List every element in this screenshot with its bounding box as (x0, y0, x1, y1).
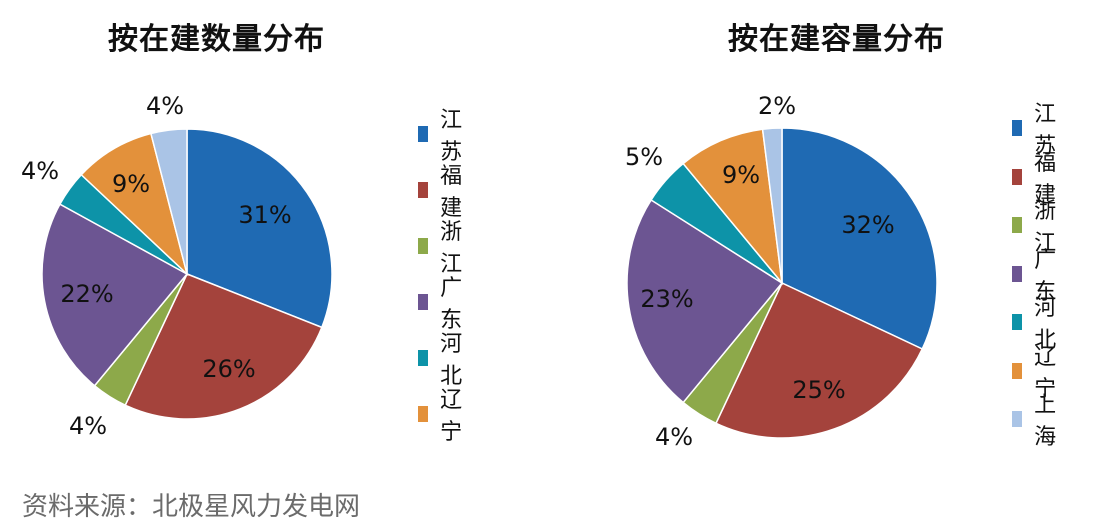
legend-swatch (1012, 362, 1023, 379)
legend-label: 辽宁 (440, 388, 463, 445)
legend-swatch (418, 350, 429, 366)
legend-label: 辽宁 (1034, 344, 1057, 402)
pie-slice-0-3 (41, 203, 189, 387)
data-label-1-5: 9% (722, 161, 760, 189)
pie-slice-0-5 (80, 132, 189, 277)
legend-label: 上海 (1034, 393, 1057, 450)
data-label-0-5: 9% (112, 170, 150, 198)
data-label-1-1: 25% (792, 376, 845, 404)
data-label-0-2: 4% (69, 412, 107, 440)
legend-label: 江苏 (440, 108, 463, 165)
data-label-0-0: 31% (238, 201, 291, 229)
legend-label: 福建 (1034, 150, 1057, 208)
legend-item: 河北 (418, 332, 468, 389)
data-label-0-6: 4% (146, 92, 184, 120)
legend-item: 浙江 (418, 220, 468, 277)
legend-swatch (418, 182, 429, 198)
pie-slice-0-1 (124, 273, 323, 420)
legend-label: 福建 (440, 164, 463, 221)
pie-slice-1-3 (626, 198, 784, 404)
legend-item: 河北 (1012, 296, 1062, 353)
pie-slice-1-1 (715, 282, 924, 439)
legend-label: 广东 (1034, 247, 1057, 305)
data-label-1-2: 4% (655, 423, 693, 451)
legend-item: 广东 (418, 276, 468, 333)
legend-label: 河北 (440, 332, 463, 389)
legend-item: 浙江 (1012, 199, 1062, 256)
pie-slice-0-0 (186, 128, 333, 329)
source-note: 资料来源：北极星风力发电网 (22, 492, 361, 522)
legend-swatch (418, 406, 429, 422)
data-label-1-3: 23% (640, 285, 693, 313)
legend-swatch (1012, 411, 1023, 427)
pie-slice-0-6 (150, 128, 188, 275)
legend-item: 福建 (418, 164, 468, 221)
legend-swatch (1012, 120, 1023, 136)
legend-item: 江苏 (1012, 102, 1062, 159)
legend-swatch (1012, 217, 1023, 233)
legend-item: 江苏 (418, 108, 468, 165)
legend-swatch (418, 294, 429, 310)
legend-label: 浙江 (1034, 199, 1057, 256)
legend-label: 江苏 (1034, 102, 1057, 159)
legend-label: 河北 (1034, 296, 1057, 353)
pie-slice-1-5 (682, 128, 784, 286)
legend-item: 辽宁 (418, 388, 468, 445)
data-label-0-3: 22% (60, 280, 113, 308)
pie-slice-1-0 (781, 127, 938, 350)
legend-item: 福建 (1012, 151, 1062, 208)
legend-swatch (418, 238, 429, 254)
chart-title-capacity: 按在建容量分布 (728, 22, 945, 57)
legend-swatch (1012, 314, 1023, 330)
data-label-1-6: 2% (758, 92, 796, 120)
chart-title-count: 按在建数量分布 (108, 22, 325, 57)
legend-swatch (1012, 168, 1023, 185)
legend-item: 上海 (1012, 393, 1062, 450)
legend-label: 广东 (440, 276, 463, 333)
data-label-0-1: 26% (202, 355, 255, 383)
legend-label: 浙江 (440, 220, 463, 277)
pie-slice-1-6 (761, 127, 783, 284)
legend-item: 辽宁 (1012, 345, 1062, 402)
data-label-0-4: 4% (21, 157, 59, 185)
legend-swatch (1012, 265, 1023, 282)
legend-item: 广东 (1012, 248, 1062, 305)
data-label-1-0: 32% (841, 211, 894, 239)
legend-swatch (418, 126, 429, 142)
data-label-1-4: 5% (625, 143, 663, 171)
